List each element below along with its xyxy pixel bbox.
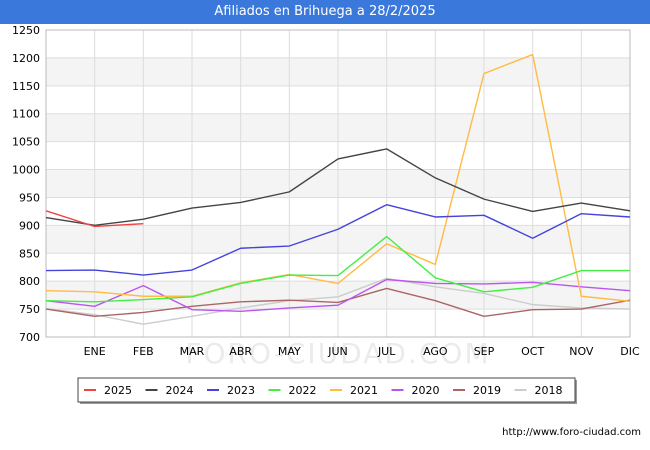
legend-label: 2024 [166, 384, 194, 397]
legend-label: 2018 [535, 384, 563, 397]
x-tick-labels: ENE FEB MAR ABR MAY JUN JUL AGO SEP OCT NOV DIC [84, 345, 640, 358]
series-line-2025 [45, 210, 144, 228]
y-tick-label: 850 [19, 247, 40, 260]
x-tick-label: JUN [327, 345, 348, 358]
x-tick-label: DIC [620, 345, 640, 358]
x-tick-label: FEB [133, 345, 154, 358]
y-tick-label: 950 [19, 191, 40, 204]
y-tick-label: 1250 [12, 24, 40, 37]
y-tick-labels: 700 750 800 850 900 950 1000 1050 1100 1150 1200 12… [12, 24, 40, 344]
source-url: http://www.foro-ciudad.com [502, 427, 641, 438]
y-tick-label: 900 [19, 219, 40, 232]
x-tick-label: JUL [377, 345, 396, 358]
legend-label: 2021 [350, 384, 378, 397]
y-tick-label: 800 [19, 275, 40, 288]
x-tick-label: MAY [278, 345, 301, 358]
series-line-2020 [45, 278, 631, 313]
x-tick-label: ENE [84, 345, 106, 358]
y-tick-label: 1050 [12, 136, 40, 149]
y-tick-label: 700 [19, 331, 40, 344]
x-tick-label: OCT [521, 345, 544, 358]
y-tick-label: 750 [19, 303, 40, 316]
y-tick-label: 1200 [12, 52, 40, 65]
legend-label: 2025 [104, 384, 132, 397]
legend-box [77, 377, 576, 403]
series-line-2022 [45, 235, 630, 303]
legend: 2025 2024 2023 2022 2021 2020 2019 2018 [77, 377, 577, 404]
series-lines [45, 53, 631, 325]
y-tick-label: 1150 [12, 80, 40, 93]
x-tick-label: ABR [229, 345, 252, 358]
x-tick-label: SEP [474, 345, 495, 358]
series-line-2021 [45, 53, 631, 302]
x-tick-label: MAR [180, 345, 205, 358]
series-line-2019 [45, 287, 631, 318]
chart-title: Afiliados en Brihuega a 28/2/2025 [0, 0, 650, 24]
y-tick-label: 1000 [12, 164, 40, 177]
x-tick-label: NOV [569, 345, 594, 358]
legend-label: 2022 [289, 384, 317, 397]
plot-border [45, 29, 631, 338]
legend-label: 2019 [473, 384, 501, 397]
legend-label: 2023 [227, 384, 255, 397]
series-line-2018 [45, 277, 631, 325]
legend-label: 2020 [412, 384, 440, 397]
series-line-2024 [45, 148, 631, 227]
x-tick-label: AGO [423, 345, 448, 358]
watermark: FORO-CIUDAD.COM [185, 337, 490, 370]
series-line-2023 [45, 204, 631, 276]
y-tick-label: 1100 [12, 108, 40, 121]
